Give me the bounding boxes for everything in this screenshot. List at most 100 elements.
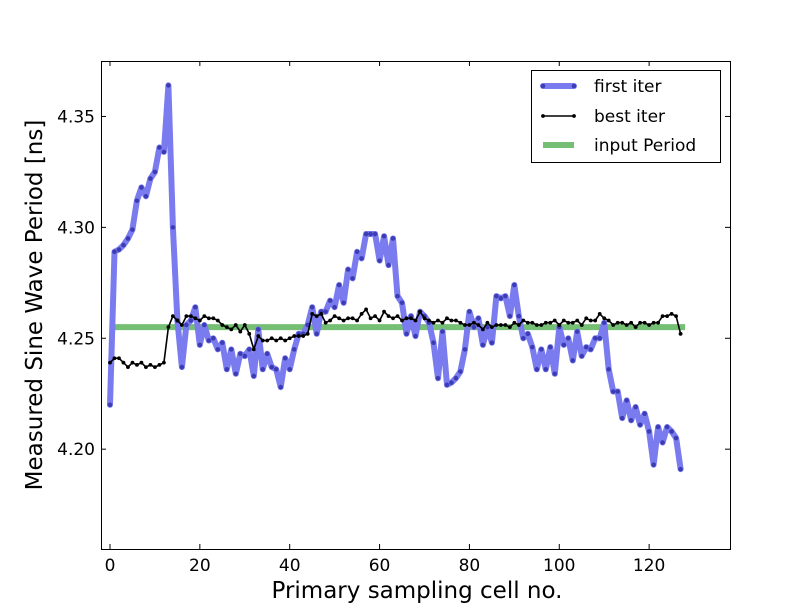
best-iter-point — [561, 318, 566, 323]
best-iter-point — [112, 356, 117, 361]
first-iter-point — [664, 424, 670, 430]
first-iter-point — [224, 367, 230, 372]
best-iter-point — [472, 320, 476, 325]
best-iter-point — [121, 360, 126, 365]
first-iter-point — [543, 367, 549, 372]
first-iter-point — [139, 185, 144, 190]
legend-first-iter-label: first iter — [594, 77, 661, 97]
first-iter-point — [399, 300, 405, 306]
best-iter-point — [458, 320, 463, 325]
first-iter-point — [228, 347, 234, 352]
first-iter-point — [498, 296, 504, 301]
best-iter-point — [391, 316, 395, 321]
first-iter-point — [637, 422, 643, 428]
best-iter-point — [269, 336, 274, 341]
best-iter-point — [323, 320, 328, 325]
legend-first-iter-marker — [540, 83, 546, 89]
best-iter-point — [108, 360, 112, 365]
best-iter-point — [597, 311, 602, 316]
first-iter-point — [561, 342, 567, 348]
best-iter-point — [638, 320, 643, 325]
best-iter-point — [292, 334, 297, 338]
best-iter-point — [525, 320, 530, 325]
best-iter-point — [485, 320, 490, 325]
best-iter-point — [202, 314, 207, 318]
legend-input-period-label: input Period — [594, 136, 696, 156]
first-iter-point — [530, 344, 535, 350]
y-tick-label: 4.35 — [57, 107, 95, 127]
best-iter-point — [166, 325, 171, 330]
best-iter-point — [153, 365, 157, 370]
first-iter-point — [503, 293, 508, 299]
best-iter-point — [498, 323, 503, 327]
first-iter-point — [453, 375, 459, 381]
best-iter-point — [507, 325, 512, 330]
best-iter-point — [674, 314, 678, 318]
best-iter-point — [305, 331, 310, 336]
first-iter-point — [264, 351, 270, 357]
first-iter-point — [444, 382, 450, 388]
best-iter-point — [436, 318, 440, 323]
best-iter-point — [521, 318, 526, 323]
legend-best-iter-marker — [541, 114, 545, 118]
best-iter-point — [368, 316, 373, 321]
best-iter-point — [480, 327, 485, 332]
first-iter-point — [354, 249, 360, 255]
best-iter-point — [409, 316, 413, 321]
first-iter-point — [534, 367, 540, 372]
best-iter-point — [431, 320, 436, 325]
first-iter-point — [525, 331, 531, 337]
best-iter-point — [139, 360, 144, 365]
best-iter-point — [193, 316, 198, 321]
first-iter-point — [121, 242, 126, 248]
best-iter-point — [642, 320, 647, 325]
first-iter-point — [440, 329, 445, 334]
best-iter-point — [633, 325, 638, 330]
x-axis-label: Primary sampling cell no. — [272, 578, 563, 604]
first-iter-point — [220, 340, 225, 346]
best-iter-point — [251, 347, 256, 352]
first-iter-point — [467, 309, 472, 314]
first-iter-point — [345, 267, 351, 272]
first-iter-point — [494, 293, 499, 299]
best-iter-point — [602, 316, 607, 321]
first-iter-point — [336, 282, 342, 288]
first-iter-point — [646, 429, 652, 434]
first-iter-point — [363, 231, 369, 237]
first-iter-point — [323, 309, 328, 314]
first-iter-point — [251, 373, 257, 379]
first-iter-point — [642, 411, 647, 416]
x-tick-label: 20 — [189, 556, 211, 576]
x-tick-label: 0 — [105, 556, 116, 576]
first-iter-point — [327, 298, 333, 303]
best-iter-point — [162, 360, 166, 365]
best-iter-point — [296, 334, 301, 338]
first-iter-point — [273, 367, 279, 372]
first-iter-point — [386, 262, 391, 268]
first-iter-point — [166, 83, 171, 88]
best-iter-point — [377, 318, 382, 323]
best-iter-point — [224, 325, 229, 330]
best-iter-point — [665, 314, 669, 318]
best-iter-point — [260, 338, 265, 343]
best-iter-point — [278, 336, 283, 341]
first-iter-point — [655, 424, 661, 430]
best-iter-point — [669, 311, 674, 316]
best-iter-point — [386, 314, 391, 318]
best-iter-point — [463, 323, 467, 327]
first-iter-point — [516, 313, 522, 319]
first-iter-point — [287, 367, 293, 372]
y-tick-label: 4.25 — [57, 329, 95, 349]
best-iter-point — [570, 320, 575, 325]
first-iter-point — [188, 318, 194, 323]
first-iter-point — [574, 329, 580, 334]
best-iter-point — [157, 362, 162, 367]
first-iter-point — [215, 347, 221, 352]
best-iter-point — [584, 316, 589, 321]
first-iter-point — [651, 462, 656, 468]
first-iter-point — [134, 198, 140, 204]
first-iter-point — [660, 440, 665, 445]
best-iter-point — [211, 316, 216, 321]
first-iter-point — [291, 347, 297, 352]
best-iter-point — [611, 323, 616, 327]
